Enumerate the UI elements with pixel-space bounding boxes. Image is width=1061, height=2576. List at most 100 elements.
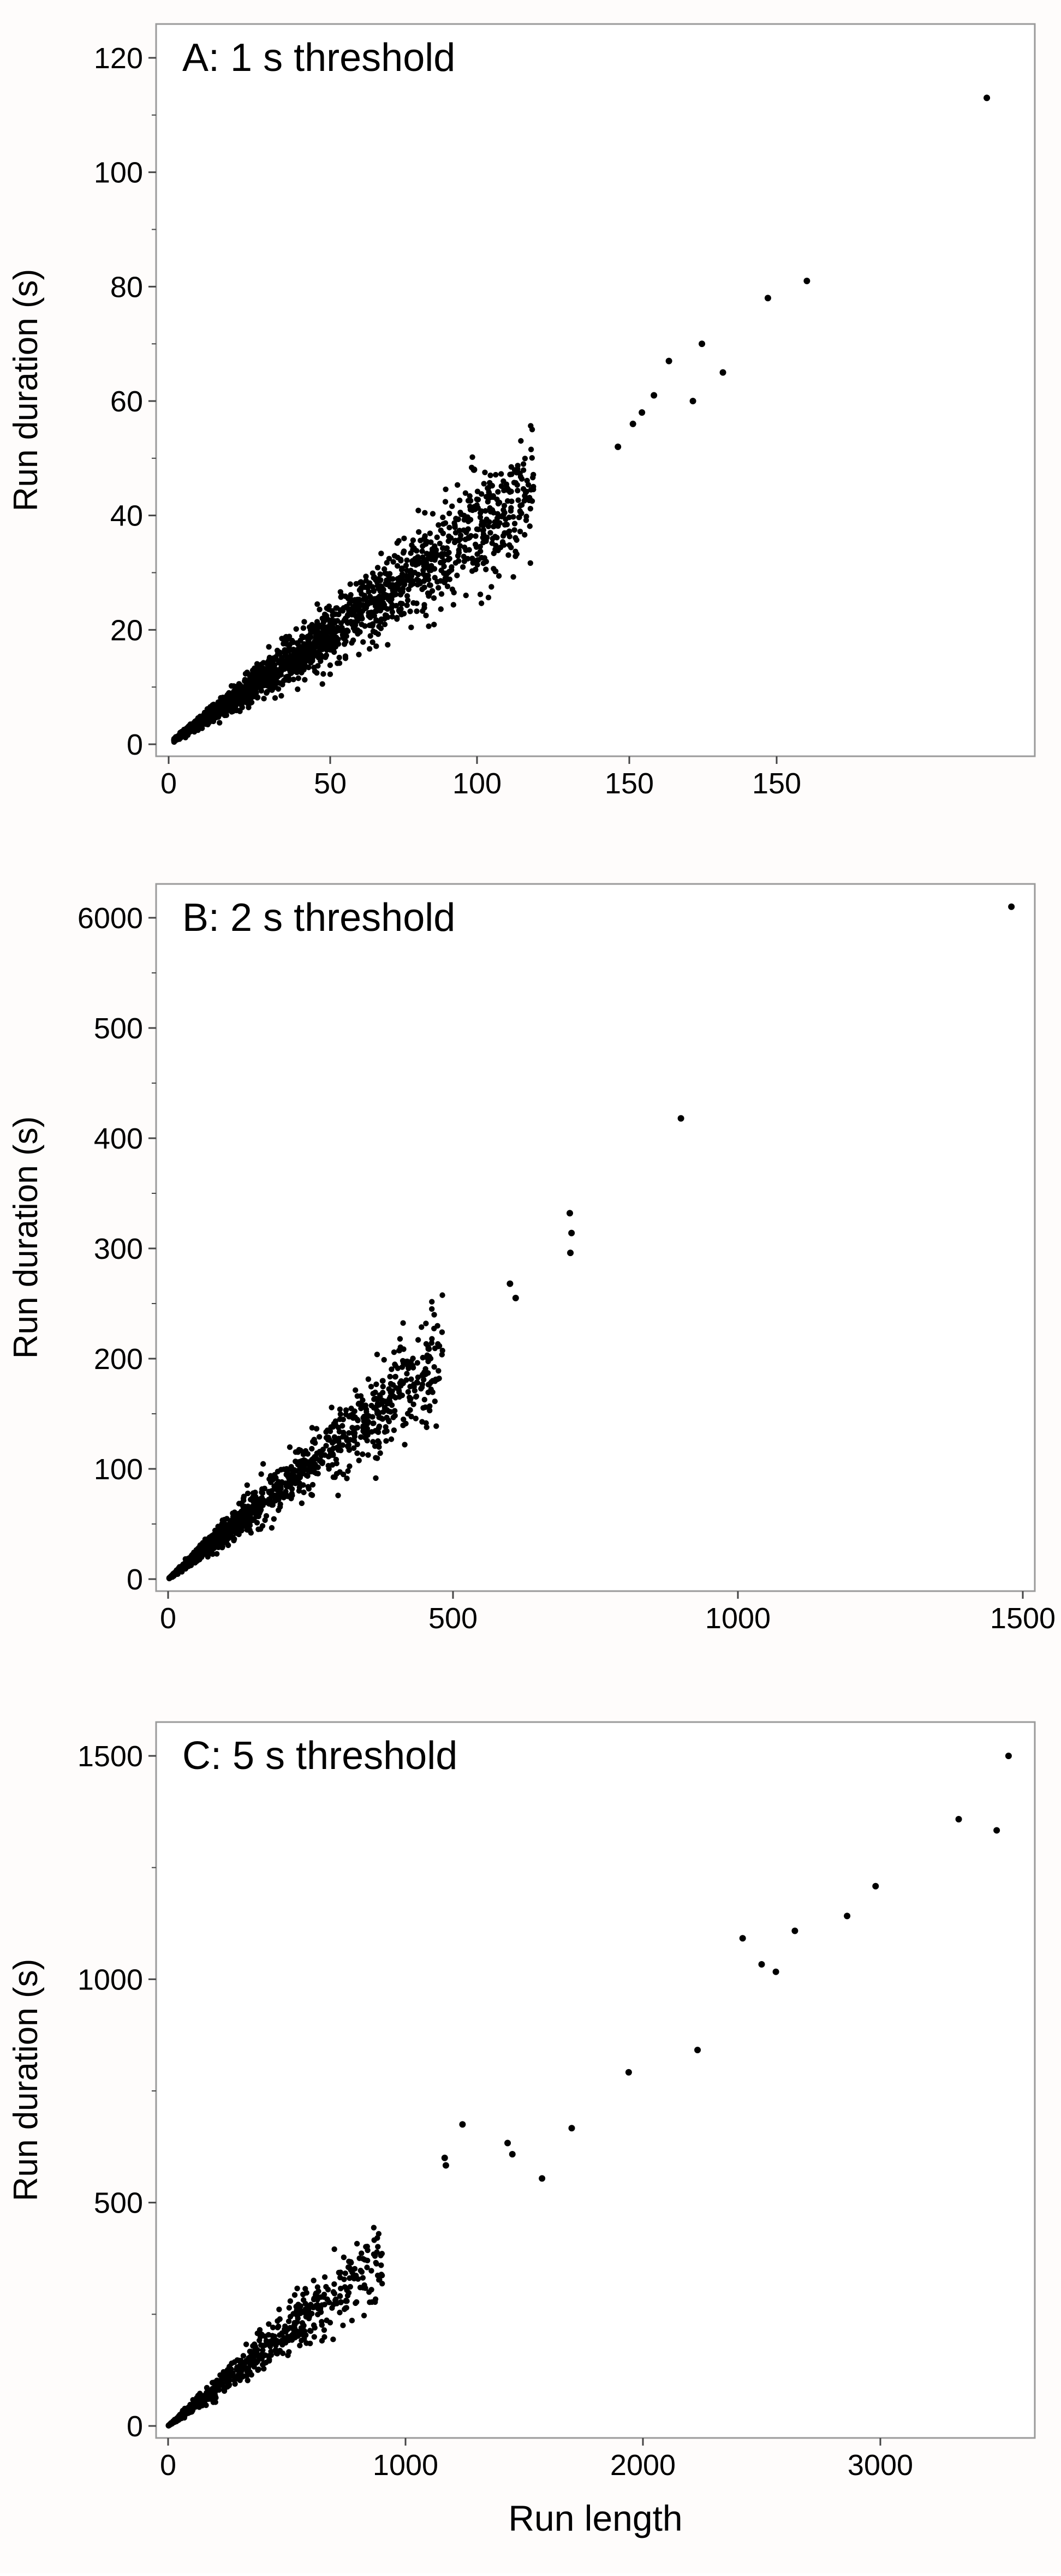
- data-point: [295, 2316, 301, 2321]
- data-point: [414, 1379, 420, 1385]
- y-tick-label: 40: [110, 500, 143, 533]
- data-point: [277, 1487, 283, 1493]
- data-point: [389, 1402, 395, 1408]
- y-tick-label: 120: [94, 42, 143, 75]
- data-point: [388, 1409, 393, 1414]
- data-point: [359, 621, 364, 627]
- data-point: [425, 1346, 431, 1352]
- y-tick-label: 60: [110, 385, 143, 418]
- data-point: [478, 591, 483, 597]
- data-point: [421, 1377, 426, 1382]
- data-point: [327, 662, 333, 668]
- data-point: [308, 660, 313, 665]
- data-point: [398, 606, 403, 612]
- data-point: [231, 1538, 236, 1543]
- data-point: [360, 2285, 366, 2290]
- data-point: [374, 1352, 380, 1357]
- x-axis-label: Run length: [508, 2498, 682, 2538]
- data-point: [245, 1491, 251, 1496]
- data-point: [503, 517, 508, 522]
- data-point: [410, 537, 416, 543]
- data-point: [481, 527, 486, 533]
- data-point: [398, 1383, 403, 1389]
- data-point: [378, 551, 384, 556]
- data-point: [400, 1320, 406, 1326]
- data-point: [179, 731, 184, 736]
- data-point: [983, 94, 990, 101]
- data-point: [430, 511, 436, 516]
- data-point: [353, 1425, 358, 1431]
- data-point: [567, 1250, 574, 1256]
- data-point: [427, 530, 433, 536]
- data-point: [317, 1434, 322, 1439]
- data-point: [242, 1518, 247, 1523]
- data-point: [294, 640, 300, 646]
- data-point: [530, 484, 536, 489]
- data-point: [367, 599, 373, 605]
- data-point: [515, 467, 520, 472]
- data-point: [389, 605, 394, 611]
- data-point: [350, 1415, 356, 1421]
- data-point: [390, 614, 395, 619]
- data-point: [431, 595, 437, 601]
- data-point: [639, 409, 645, 416]
- data-point: [446, 525, 452, 530]
- data-point: [324, 653, 329, 658]
- data-point: [287, 1479, 292, 1485]
- data-point: [391, 1427, 397, 1433]
- data-point: [313, 632, 319, 638]
- data-point: [260, 1490, 265, 1496]
- data-point: [312, 2334, 317, 2340]
- data-point: [225, 1543, 231, 1548]
- data-point: [400, 1358, 406, 1364]
- data-point: [487, 473, 493, 478]
- data-point: [301, 2323, 306, 2328]
- data-point: [514, 537, 519, 543]
- data-point: [374, 1403, 380, 1408]
- data-point: [518, 438, 523, 444]
- data-point: [283, 2340, 288, 2345]
- data-point: [245, 1483, 250, 1488]
- data-point: [488, 584, 494, 589]
- data-point: [375, 1430, 381, 1435]
- data-point: [214, 1544, 219, 1550]
- x-tick-label: 500: [428, 1602, 478, 1635]
- data-point: [521, 486, 526, 492]
- data-point: [279, 682, 285, 687]
- x-tick-label: 150: [752, 767, 801, 800]
- data-point: [360, 1415, 366, 1420]
- data-point: [271, 1484, 277, 1489]
- data-point: [429, 1306, 434, 1312]
- data-point: [341, 2276, 347, 2282]
- data-point: [344, 1475, 349, 1481]
- data-point: [260, 1461, 266, 1467]
- data-point: [352, 1433, 357, 1439]
- data-point: [277, 649, 282, 655]
- data-point: [389, 1366, 394, 1372]
- data-point: [343, 1407, 349, 1413]
- data-point: [512, 1295, 519, 1301]
- data-point: [493, 523, 498, 528]
- data-point: [292, 2292, 297, 2298]
- y-axis-label: Run duration (s): [7, 1959, 45, 2202]
- x-tick-label: 3000: [848, 2449, 913, 2482]
- data-point: [414, 577, 420, 582]
- data-point: [521, 461, 526, 467]
- data-point: [360, 639, 366, 644]
- data-point: [429, 1336, 434, 1341]
- data-point: [441, 564, 446, 569]
- data-point: [278, 1467, 284, 1472]
- y-tick-label: 80: [110, 271, 143, 303]
- data-point: [387, 1374, 392, 1379]
- data-point: [262, 1517, 267, 1523]
- data-point: [440, 545, 446, 551]
- data-point: [341, 1430, 346, 1435]
- data-point: [430, 1389, 435, 1395]
- data-point: [353, 612, 358, 618]
- data-point: [493, 472, 498, 477]
- x-tick-label: 1000: [705, 1602, 771, 1635]
- data-point: [382, 1357, 387, 1362]
- data-point: [287, 2305, 292, 2310]
- data-point: [321, 624, 326, 630]
